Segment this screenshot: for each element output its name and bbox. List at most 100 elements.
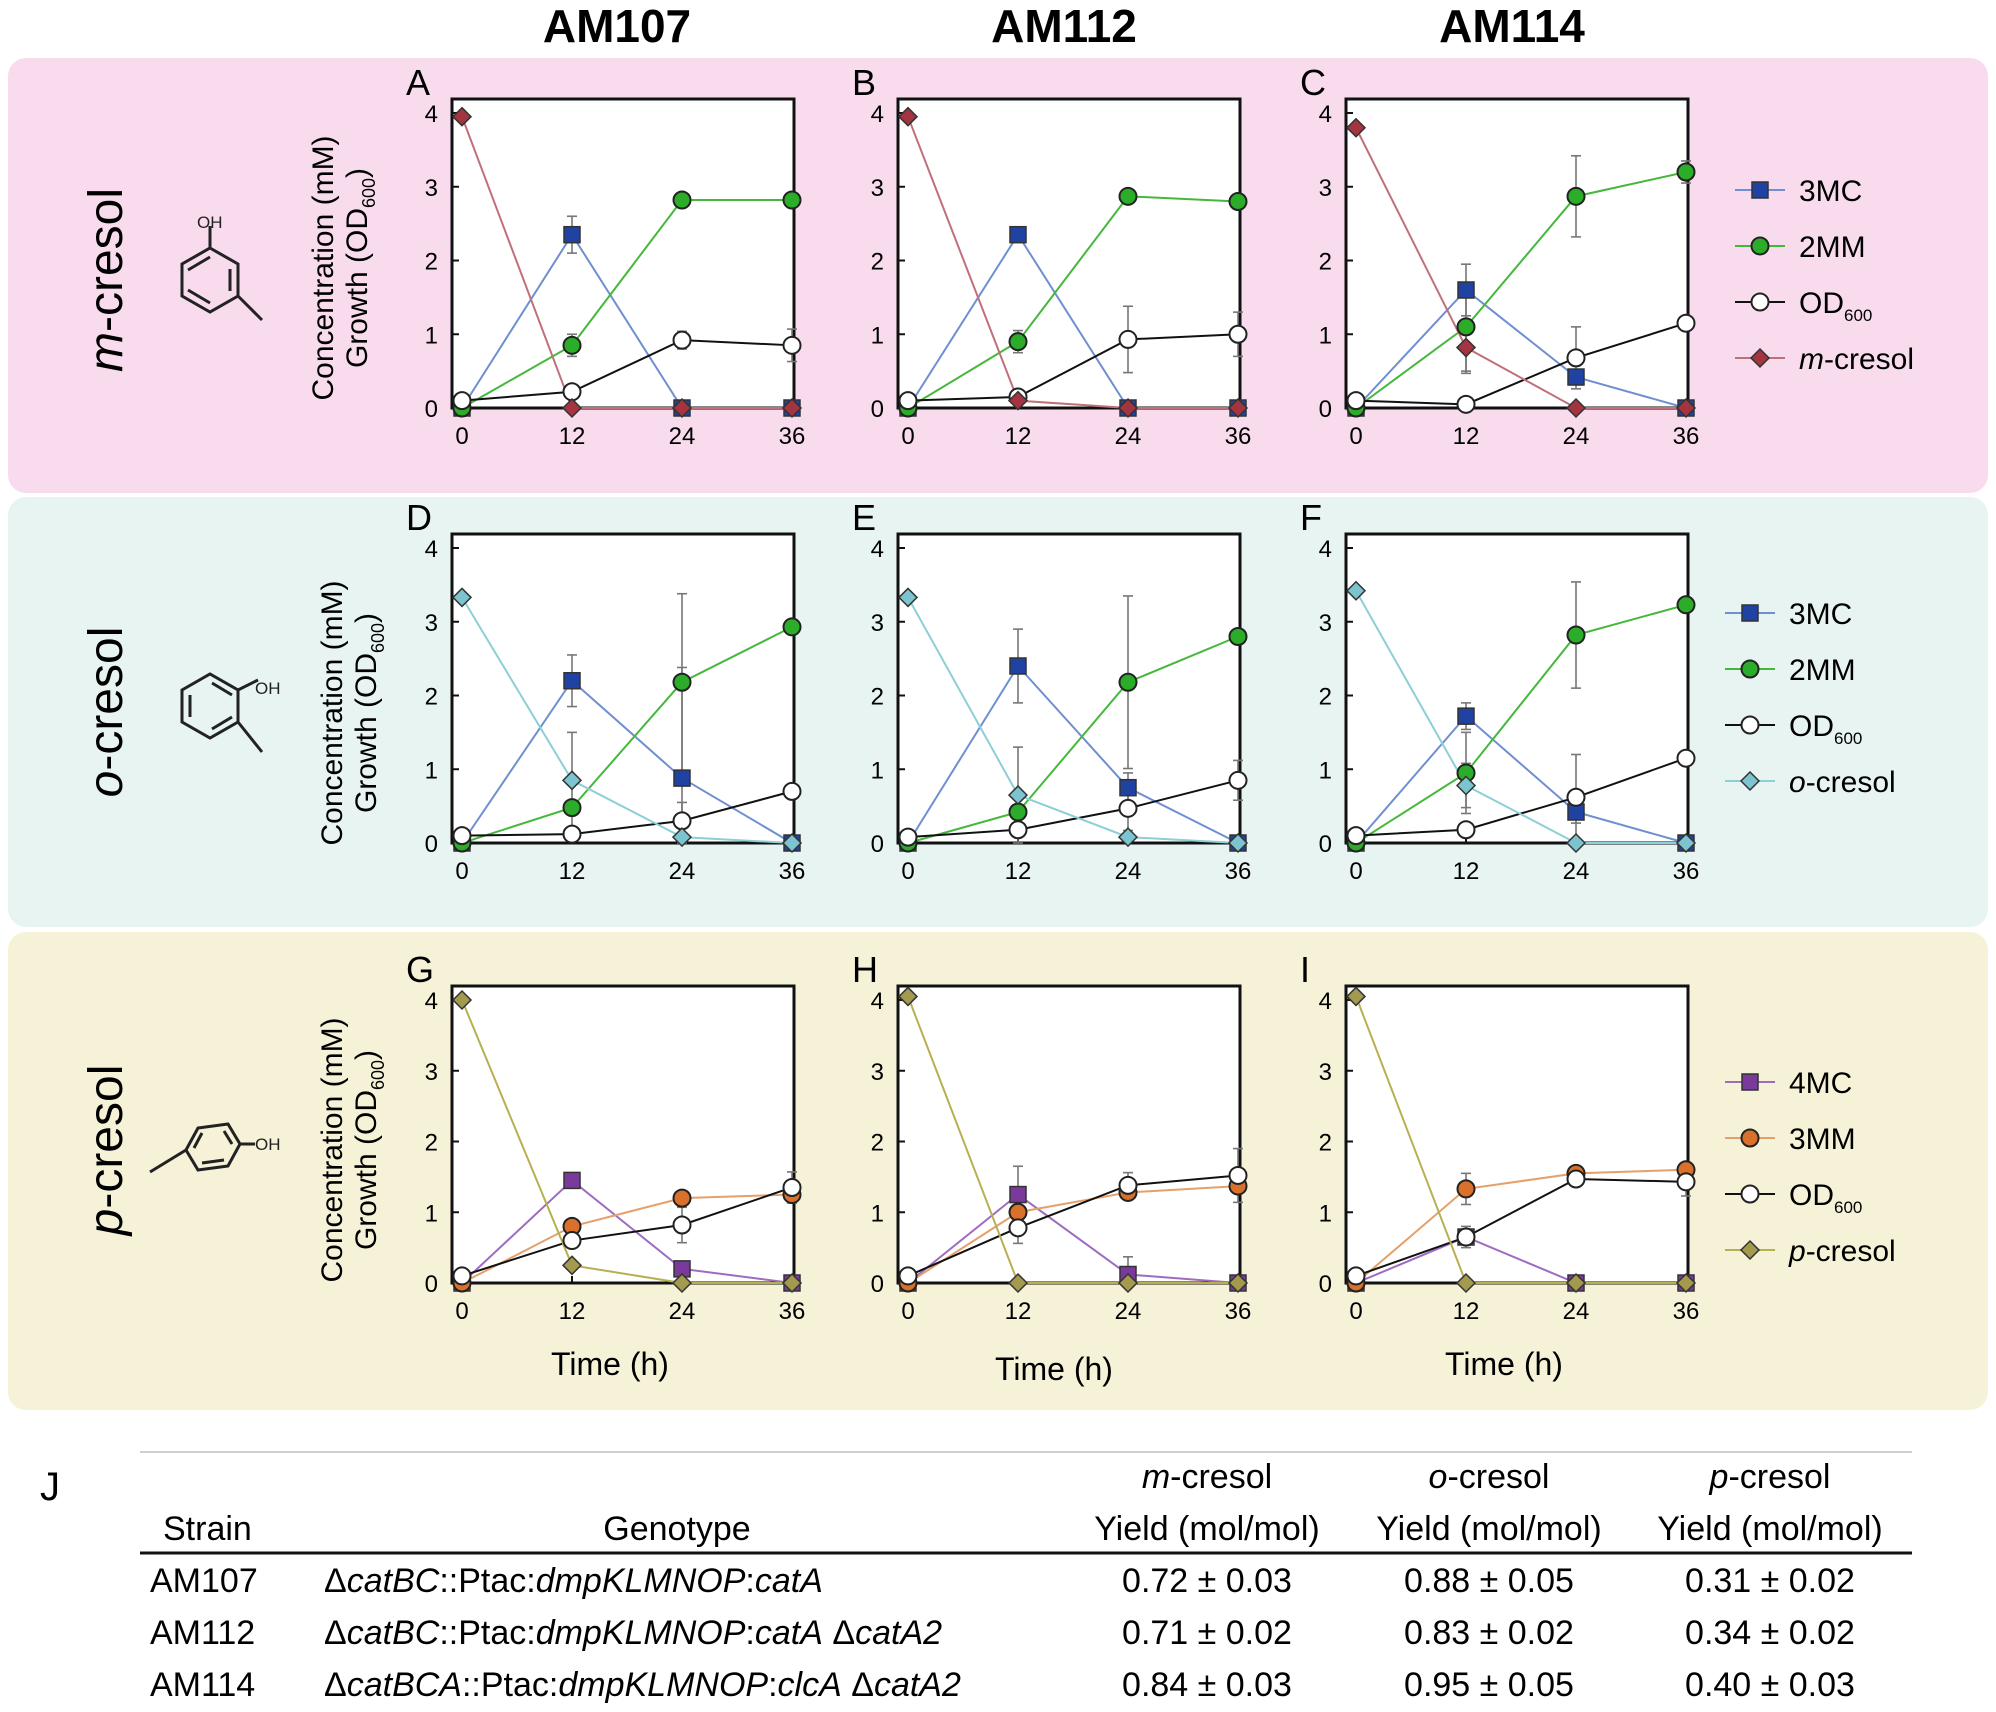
y-tick-label: 2 [425,1130,438,1157]
m-cresol-structure: OH [180,213,264,322]
series-line-p-cresol [461,999,792,1284]
x-tick-label: 36 [1673,1298,1700,1325]
legend-marker [1739,770,1761,792]
panel-label: H [852,949,878,990]
point-o-cresol [1007,785,1029,806]
y-tick-label: 4 [1319,101,1332,128]
point-od600 [1228,1165,1248,1185]
point-od600 [1118,1175,1138,1195]
point-od600 [672,1215,692,1235]
y-tick-label: 3 [425,610,438,637]
point-2mm [1118,186,1138,206]
point-od600 [898,1266,918,1286]
o-cresol-oh-label: OH [255,679,281,698]
point-od600 [452,1266,472,1286]
x-tick-label: 12 [559,1298,586,1325]
point-3mc [1457,707,1475,725]
legend-label: m-cresol [1799,343,1914,376]
cell-yield-m-cresol: 0.84 ± 0.03 [1122,1666,1292,1704]
point-2mm [562,335,582,355]
header-genotype: Genotype [603,1510,750,1548]
plot-frame [1344,97,1690,410]
y-tick-label: 1 [425,1200,438,1227]
y-tick-label: 4 [871,988,884,1015]
point-p-cresol [1455,1272,1477,1294]
legend-marker [1749,347,1771,369]
x-tick-label: 0 [901,423,914,450]
column-header-am112: AM112 [991,0,1137,52]
point-od600 [452,826,472,846]
cell-yield-m-cresol: 0.72 ± 0.03 [1122,1562,1292,1600]
point-od600 [1566,348,1586,368]
y-tick-label: 3 [1319,1059,1332,1086]
point-od600 [672,330,692,350]
cell-yield-o-cresol: 0.83 ± 0.02 [1404,1614,1574,1652]
table-body: AM107 ΔcatBC::Ptac:dmpKLMNOP:catA 0.72 ± 0… [150,1562,1855,1704]
point-od600 [1346,826,1366,846]
y-tick-label: 2 [425,249,438,276]
point-od600 [1456,1227,1476,1247]
series-line-2mm [1355,171,1687,409]
point-2mm [1228,192,1248,211]
legend-marker [1740,659,1760,679]
y-tick-label: 1 [871,757,884,784]
point-o-cresol [1675,832,1697,854]
point-od600 [1008,820,1028,840]
x-tick-label: 24 [1115,423,1142,450]
point-od600 [1228,770,1248,790]
cell-strain: AM107 [150,1562,258,1600]
legend-label: OD600 [1789,1179,1862,1217]
series-line-3mc [1355,714,1687,844]
y-tick-label: 3 [1319,175,1332,202]
point-od600 [452,391,472,411]
x-tick-label: 12 [1005,423,1032,450]
cell-yield-p-cresol: 0.40 ± 0.03 [1685,1666,1855,1704]
y-tick-label: 4 [425,101,438,128]
y-tick-label: 1 [871,322,884,349]
point-2mm [1008,802,1028,822]
point-o-cresol [1117,827,1139,848]
legend-marker [1739,1239,1761,1261]
point-od600 [898,827,918,847]
y-tick-label: 0 [871,396,884,423]
point-3mc [1567,368,1585,386]
point-od600 [782,335,802,355]
y-tick-label: 2 [1319,1130,1332,1157]
plot-frame [450,532,796,845]
x-tick-label: 0 [455,858,468,885]
legend-label: OD600 [1789,710,1862,748]
point-m-cresol [671,397,693,419]
point-od600 [562,824,582,844]
table-row: AM107 ΔcatBC::Ptac:dmpKLMNOP:catA 0.72 ± 0… [150,1562,1855,1600]
legend-marker [1750,292,1770,312]
x-tick-label: 24 [1563,1298,1590,1325]
point-2mm [562,798,582,818]
header-p-yield: Yield (mol/mol) [1657,1510,1882,1548]
point-4mc [1009,1185,1027,1204]
point-2mm [672,190,692,210]
point-2mm [1008,332,1028,352]
series-line-od600 [461,1186,793,1277]
header-strain: Strain [163,1510,252,1548]
y-tick-label: 0 [871,831,884,858]
point-m-cresol [1007,390,1029,411]
y-tick-label: 4 [871,101,884,128]
series-line-o-cresol [907,596,1239,844]
point-od600 [1456,820,1476,840]
header-m-cresol: m-cresol [1142,1458,1272,1496]
series-line-od600 [907,1174,1239,1277]
header-o-yield: Yield (mol/mol) [1376,1510,1601,1548]
point-od600 [1008,1218,1028,1238]
point-2mm [1676,162,1696,182]
point-2mm [1676,595,1696,615]
x-tick-label: 36 [779,858,806,885]
y-axis-label-row-2: Concentration (mM) Growth (OD600) [316,580,388,845]
y-tick-label: 2 [871,1130,884,1157]
series-line-2mm [907,195,1239,409]
x-tick-label: 12 [1005,858,1032,885]
point-2mm [1566,625,1586,645]
point-p-cresol [1117,1272,1139,1294]
point-3mc [1009,657,1027,675]
